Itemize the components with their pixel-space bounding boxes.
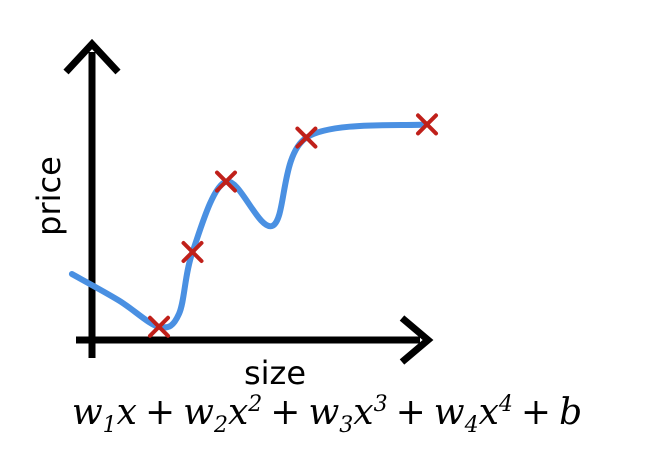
polynomial-formula: w1x + w2x2 + w3x3 + w4x4 + b [71, 392, 583, 439]
x-axis-label: size [244, 354, 306, 392]
data-point-marker-5 [416, 113, 438, 136]
data-point-marker-4 [295, 126, 318, 149]
polynomial-fit-diagram: size price [30, 38, 438, 392]
data-point-markers [148, 113, 438, 338]
y-axis-label: price [30, 156, 68, 236]
data-point-marker-3 [215, 170, 237, 193]
data-point-marker-2 [181, 241, 204, 263]
data-point-marker-1 [148, 315, 170, 338]
x-axis-arrowhead [399, 315, 434, 365]
y-axis-arrowhead [63, 38, 121, 75]
fitted-curve [68, 121, 430, 331]
